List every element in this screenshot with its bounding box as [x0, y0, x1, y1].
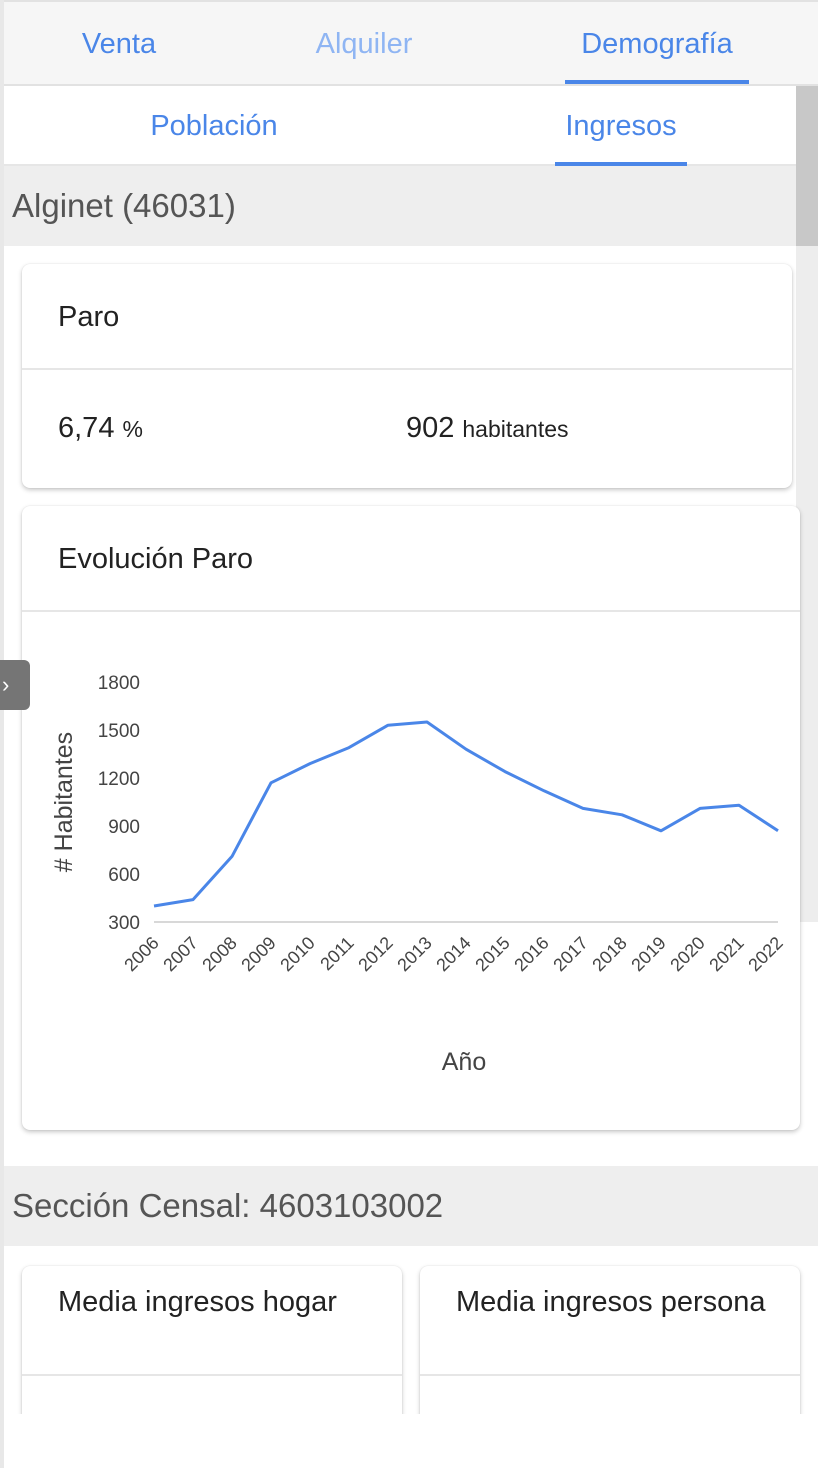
paro-percent: 6,74% [58, 412, 143, 445]
y-tick-label: 1500 [98, 721, 140, 742]
sub-tabs: Población Ingresos [4, 86, 796, 166]
x-tick-label: 2021 [705, 933, 747, 975]
x-tick-label: 2013 [393, 933, 435, 975]
subtab-poblacion[interactable]: Población [150, 110, 278, 142]
top-tabs: Venta Alquiler Demografía [4, 0, 818, 86]
x-tick-label: 2011 [316, 933, 358, 975]
scrollbar-thumb[interactable] [796, 86, 818, 246]
side-drawer-toggle[interactable]: › [0, 660, 30, 710]
x-tick-label: 2012 [354, 933, 396, 975]
x-tick-label: 2006 [120, 933, 162, 975]
y-tick-label: 1800 [98, 673, 140, 694]
paro-habitantes-value: 902 [406, 412, 455, 444]
y-tick-label: 1200 [98, 769, 140, 790]
x-tick-label: 2015 [471, 933, 513, 975]
x-tick-label: 2020 [666, 933, 708, 975]
x-tick-label: 2022 [744, 933, 786, 975]
x-tick-label: 2014 [432, 933, 474, 975]
tab-demografia[interactable]: Demografía [565, 24, 749, 84]
paro-card: Paro 6,74% 902 habitantes [22, 264, 792, 488]
x-tick-label: 2018 [588, 933, 630, 975]
x-tick-label: 2009 [237, 933, 279, 975]
x-tick-label: 2017 [549, 933, 591, 975]
y-axis-label: # Habitantes [50, 732, 78, 872]
paro-values: 6,74% 902 habitantes [22, 370, 792, 488]
paro-habitantes-unit: habitantes [462, 416, 569, 442]
series-line [153, 720, 779, 908]
y-tick-label: 600 [108, 865, 140, 886]
x-tick-label: 2008 [198, 933, 240, 975]
paro-card-title: Paro [22, 264, 792, 370]
tab-alquiler[interactable]: Alquiler [315, 28, 413, 60]
x-tick-label: 2019 [627, 933, 669, 975]
y-tick-label: 300 [108, 913, 140, 934]
tab-venta[interactable]: Venta [81, 28, 157, 60]
paro-line-chart: 1800150012009006003002006200720082009201… [50, 673, 787, 1076]
paro-percent-unit: % [122, 416, 143, 442]
seccion-censal-header: Sección Censal: 4603103002 [4, 1166, 818, 1246]
x-tick-label: 2007 [159, 933, 201, 975]
media-ingresos-persona-card: Media ingresos persona [420, 1266, 800, 1426]
income-persona-title: Media ingresos persona [420, 1266, 800, 1376]
chevron-right-icon: › [2, 672, 10, 697]
x-tick-label: 2010 [276, 933, 318, 975]
x-axis-label: Año [442, 1048, 486, 1076]
evolucion-paro-card: Evolución Paro 1800 1500 1200 900 600 300 2006… [22, 506, 800, 1130]
chart-card-title: Evolución Paro [22, 506, 800, 612]
scrollbar[interactable] [796, 86, 818, 922]
x-tick-label: 2016 [510, 933, 552, 975]
paro-habitantes: 902 habitantes [406, 412, 569, 445]
paro-percent-value: 6,74 [58, 412, 115, 444]
location-header: Alginet (46031) [4, 166, 796, 246]
bottom-spacer [4, 1414, 818, 1468]
subtab-ingresos[interactable]: Ingresos [555, 106, 687, 166]
y-tick-label: 900 [108, 817, 140, 838]
media-ingresos-hogar-card: Media ingresos hogar [22, 1266, 402, 1426]
income-hogar-title: Media ingresos hogar [22, 1266, 402, 1376]
